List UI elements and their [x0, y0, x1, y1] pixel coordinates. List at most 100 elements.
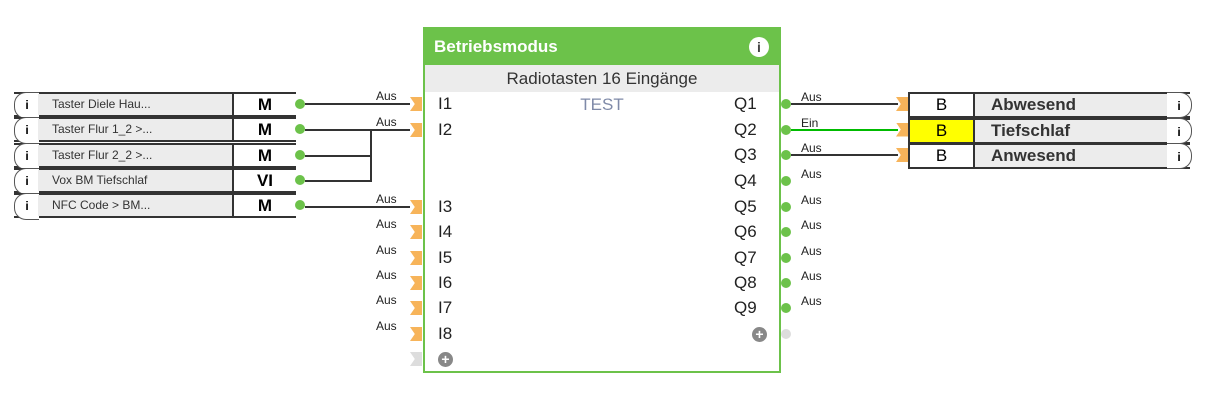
source-label: Vox BM Tiefschlaf	[38, 169, 232, 191]
output-dot[interactable]	[781, 125, 791, 135]
output-port-label: Q3	[734, 145, 757, 164]
add-input-button[interactable]: +	[438, 352, 453, 367]
input-value: Aus	[376, 217, 397, 231]
source-node[interactable]: i Taster Flur 2_2 >... M	[14, 142, 296, 170]
source-type: M	[232, 119, 296, 141]
source-label: Taster Flur 2_2 >...	[38, 144, 232, 166]
info-icon[interactable]: i	[1167, 92, 1192, 118]
input-arrow[interactable]	[410, 301, 422, 315]
input-value: Aus	[376, 319, 397, 333]
target-node[interactable]: B Anwesend i	[908, 143, 1192, 169]
input-arrow[interactable]	[410, 123, 422, 137]
input-value: Aus	[376, 293, 397, 307]
output-dot[interactable]	[781, 99, 791, 109]
source-node[interactable]: i Taster Diele Hau... M	[14, 92, 296, 119]
output-port-label: Q5	[734, 197, 757, 216]
input-value: Aus	[376, 89, 397, 103]
source-type: M	[232, 94, 296, 115]
output-port-label: Q8	[734, 273, 757, 292]
wire	[305, 103, 410, 105]
output-port-label: Q9	[734, 298, 757, 317]
input-arrow[interactable]	[410, 200, 422, 214]
block-name: TEST	[580, 95, 624, 114]
output-value: Aus	[801, 193, 822, 207]
input-port-label: I3	[438, 197, 453, 216]
input-port-label: I1	[438, 94, 453, 113]
target-type: B	[910, 94, 975, 116]
input-port-label: I5	[438, 248, 453, 267]
output-dot[interactable]	[781, 202, 791, 212]
input-value: Aus	[376, 243, 397, 257]
input-port-label: I7	[438, 298, 453, 317]
output-value: Aus	[801, 269, 822, 283]
target-input-arrow[interactable]	[896, 97, 908, 111]
wire	[305, 206, 410, 208]
info-icon[interactable]: i	[14, 117, 39, 145]
source-output-dot[interactable]	[295, 124, 305, 135]
source-node[interactable]: i Taster Flur 1_2 >... M	[14, 117, 296, 145]
output-dot[interactable]	[781, 150, 791, 160]
output-value: Aus	[801, 90, 822, 104]
target-node[interactable]: B Tiefschlaf i	[908, 117, 1192, 144]
target-input-arrow[interactable]	[896, 148, 908, 162]
info-icon[interactable]: i	[14, 167, 39, 195]
input-arrow[interactable]	[410, 251, 422, 265]
input-value: Aus	[376, 115, 397, 129]
logic-block[interactable]: Betriebsmodus i Radiotasten 16 Eingänge …	[423, 27, 781, 373]
add-output-dot	[781, 329, 791, 339]
source-type: M	[232, 195, 296, 217]
input-arrow[interactable]	[410, 327, 422, 341]
output-port-label: Q2	[734, 120, 757, 139]
block-subtitle: Radiotasten 16 Eingänge	[425, 65, 779, 92]
source-type: M	[232, 144, 296, 166]
wire	[370, 129, 372, 182]
target-node[interactable]: B Abwesend i	[908, 92, 1192, 118]
source-output-dot[interactable]	[295, 149, 305, 160]
output-dot[interactable]	[781, 278, 791, 288]
input-arrow[interactable]	[410, 97, 422, 111]
wire	[791, 129, 898, 131]
source-label: NFC Code > BM...	[38, 195, 232, 217]
output-dot[interactable]	[781, 253, 791, 263]
source-output-dot[interactable]	[295, 174, 305, 185]
output-dot[interactable]	[781, 303, 791, 313]
output-value: Ein	[801, 116, 819, 130]
add-output-button[interactable]: +	[752, 327, 767, 342]
output-value: Aus	[801, 218, 822, 232]
output-port-label: Q1	[734, 94, 757, 113]
source-node[interactable]: i NFC Code > BM... M	[14, 193, 296, 221]
target-label: Abwesend	[975, 94, 1167, 116]
wire	[791, 103, 898, 105]
source-label: Taster Diele Hau...	[38, 94, 232, 115]
info-icon[interactable]: i	[14, 193, 39, 221]
info-icon[interactable]: i	[1167, 143, 1192, 169]
target-label: Tiefschlaf	[975, 119, 1167, 142]
add-input-arrow	[410, 352, 422, 366]
output-dot[interactable]	[781, 176, 791, 186]
source-node[interactable]: i Vox BM Tiefschlaf VI	[14, 167, 296, 195]
target-type: B	[910, 119, 975, 142]
wire	[305, 129, 410, 131]
input-value: Aus	[376, 192, 397, 206]
output-value: Aus	[801, 244, 822, 258]
wire	[791, 154, 898, 156]
source-type: VI	[232, 169, 296, 191]
output-value: Aus	[801, 294, 822, 308]
input-arrow[interactable]	[410, 225, 422, 239]
input-port-label: I2	[438, 120, 453, 139]
block-title[interactable]: Betriebsmodus	[425, 29, 779, 65]
info-icon[interactable]: i	[14, 142, 39, 170]
output-port-label: Q6	[734, 222, 757, 241]
info-icon[interactable]: i	[749, 37, 769, 57]
output-dot[interactable]	[781, 227, 791, 237]
target-input-arrow[interactable]	[896, 122, 908, 137]
target-type: B	[910, 145, 975, 167]
info-icon[interactable]: i	[14, 92, 39, 119]
source-output-dot[interactable]	[295, 99, 305, 109]
input-arrow[interactable]	[410, 276, 422, 290]
output-value: Aus	[801, 167, 822, 181]
info-icon[interactable]: i	[1167, 117, 1192, 144]
source-output-dot[interactable]	[295, 200, 305, 211]
input-port-label: I6	[438, 273, 453, 292]
input-port-label: I4	[438, 222, 453, 241]
